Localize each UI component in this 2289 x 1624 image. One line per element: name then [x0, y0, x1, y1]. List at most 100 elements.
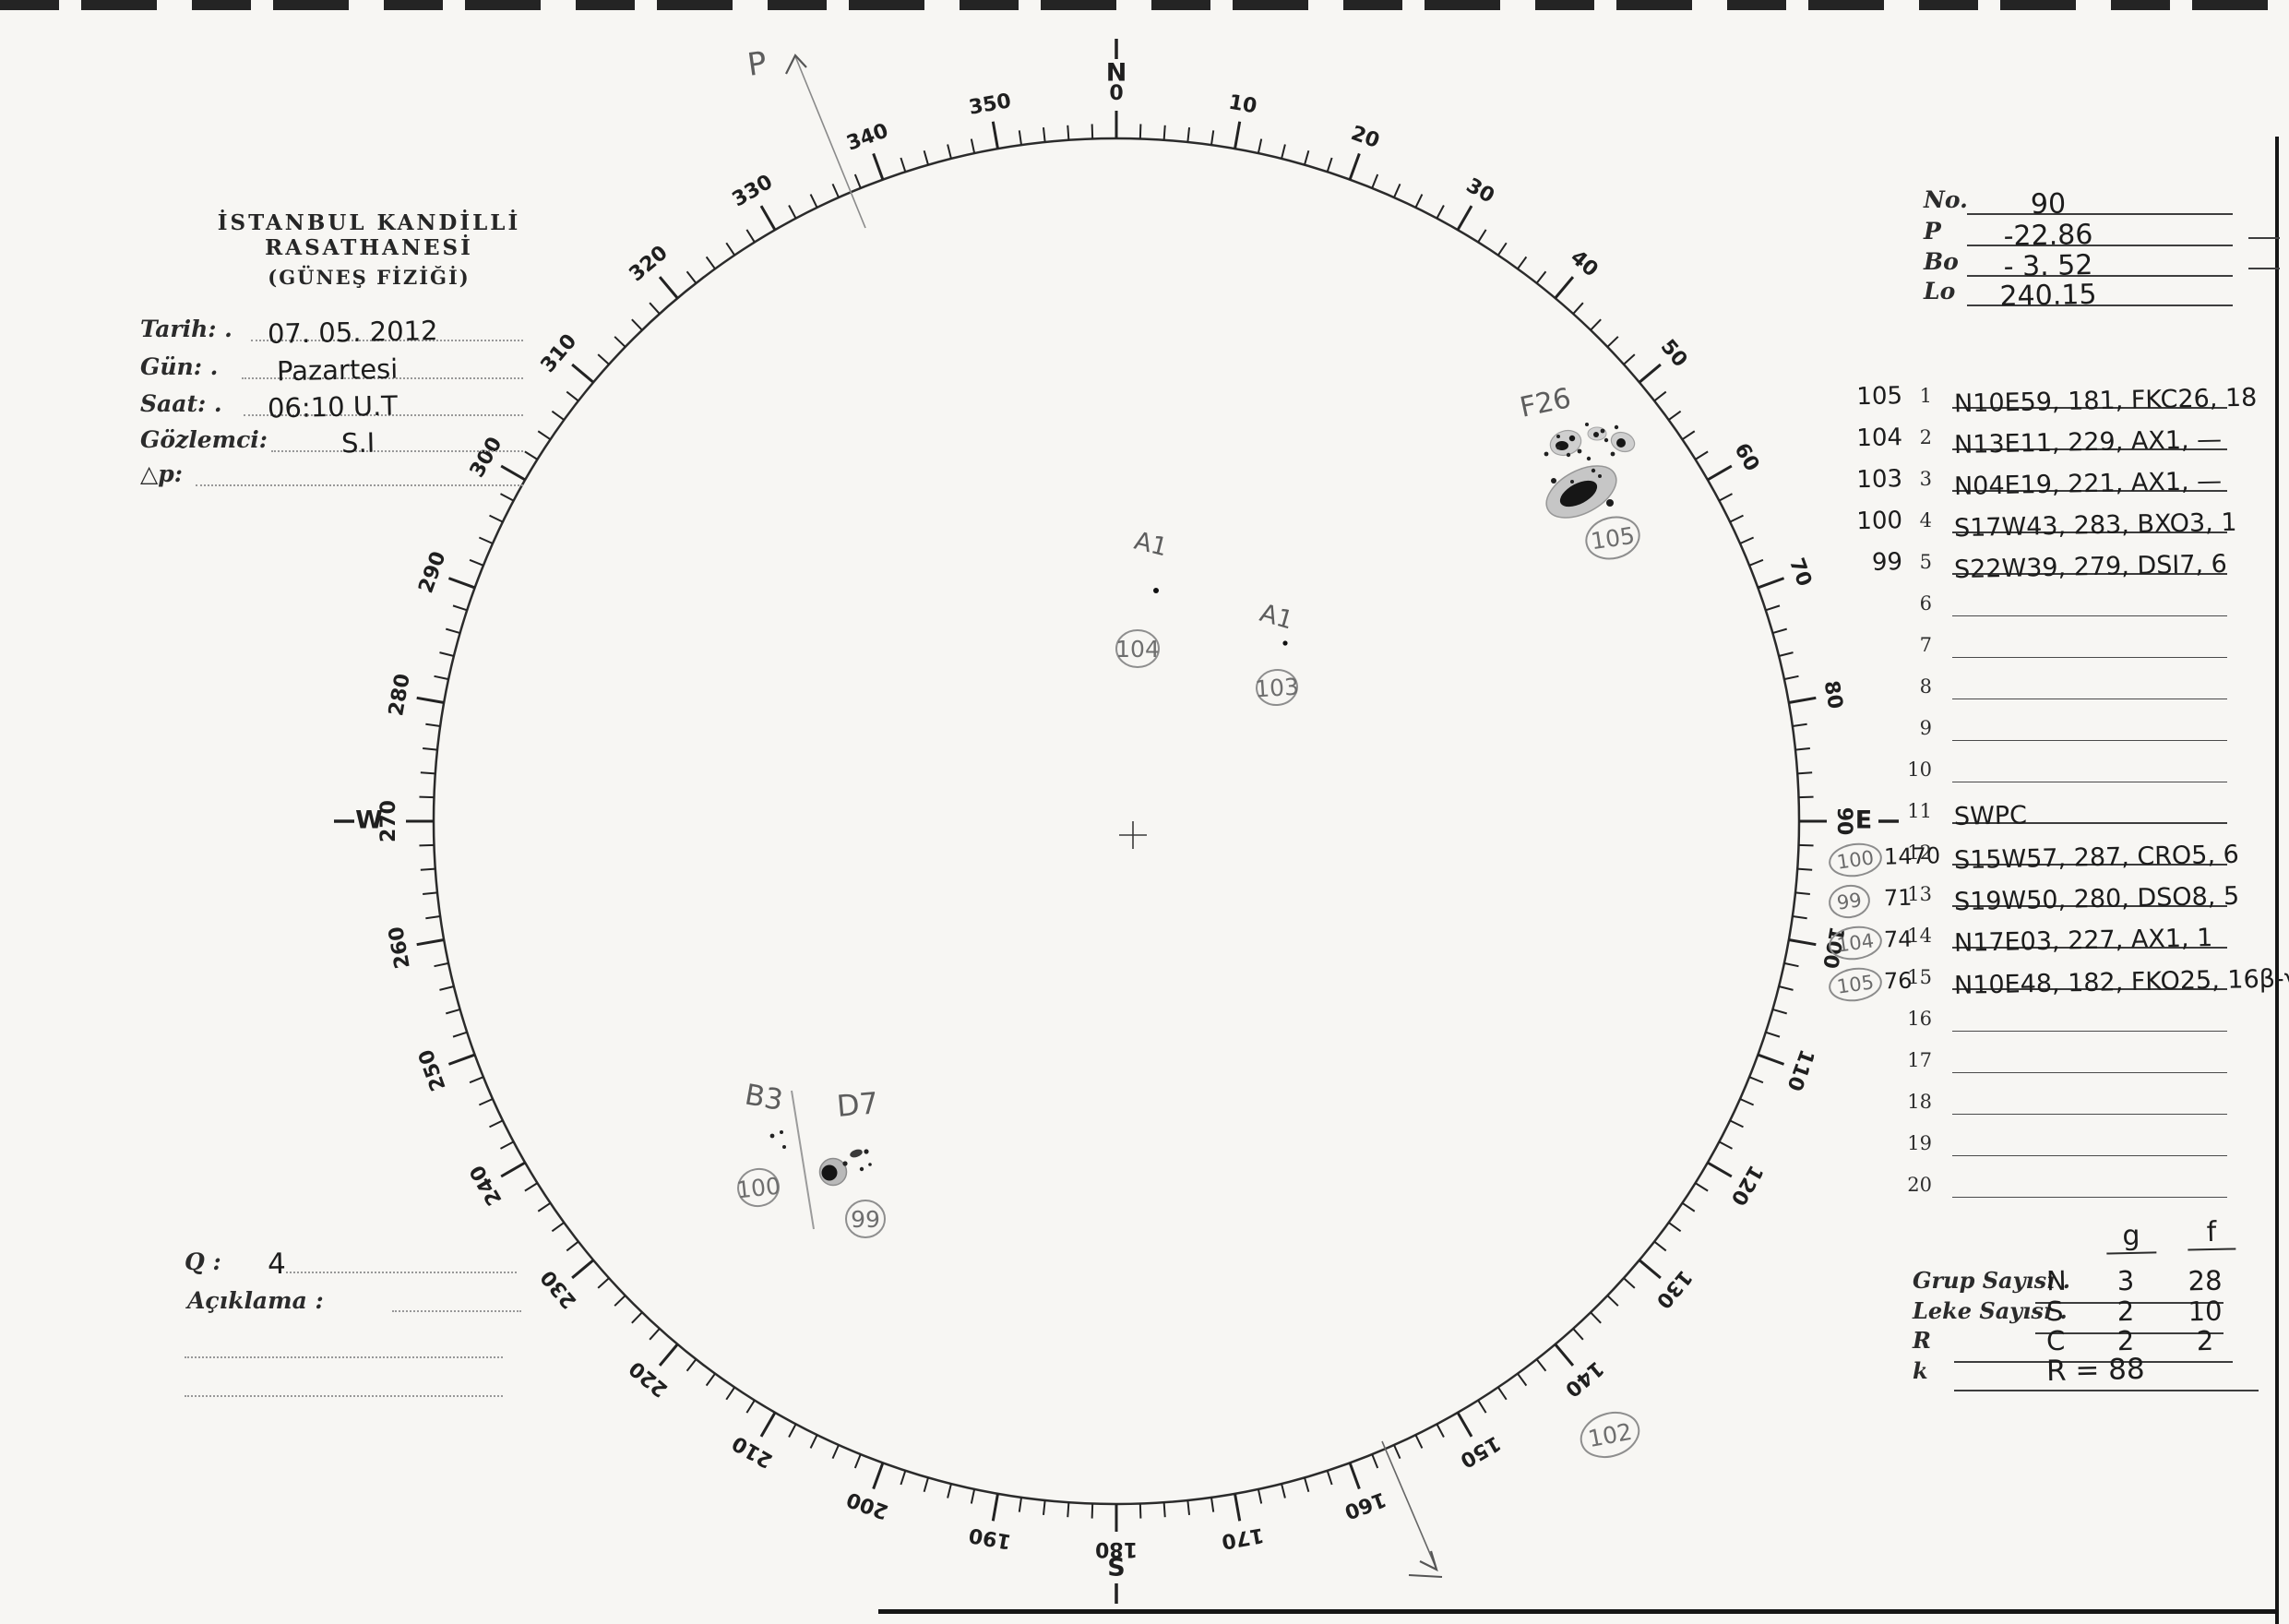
group-table-row: 100 1470 12 S15W57, 287, CRO5, 6: [1826, 830, 2288, 880]
summary-g-value: 2: [2116, 1295, 2135, 1328]
summary-col-header-f: f: [2187, 1215, 2236, 1251]
degree-tick: [1414, 1434, 1424, 1449]
degree-tick: [1729, 514, 1744, 523]
degree-tick: [1257, 1488, 1263, 1504]
degree-tick: [452, 604, 468, 612]
ephemeris-row: P -22.86: [1924, 213, 2283, 253]
row-number: 12: [1907, 842, 1932, 864]
group-number: 103: [1856, 465, 1903, 495]
degree-tick: [631, 318, 643, 331]
degree-label: 310: [537, 330, 582, 377]
degree-tick: [1371, 173, 1379, 189]
degree-tick: [872, 1462, 885, 1490]
degree-label: 330: [729, 171, 777, 212]
group-data-text: N04E19, 221, AX1, —: [1953, 466, 2223, 502]
quality-label: Q :: [185, 1248, 221, 1275]
quality-dotted-line: [286, 1266, 517, 1273]
degree-tick: [1326, 1470, 1333, 1486]
degree-tick: [1638, 363, 1662, 384]
group-table-row: 19: [1827, 1121, 2288, 1158]
ephemeris-underline: [1967, 271, 2233, 306]
degree-tick: [500, 1161, 526, 1178]
degree-tick: [831, 183, 840, 198]
p-angle-label: P: [745, 44, 769, 83]
degree-tick: [788, 205, 797, 220]
summary-f-value: 2: [2196, 1324, 2214, 1357]
row-number: 1: [1919, 385, 1932, 407]
group-number: 99: [1871, 548, 1903, 577]
degree-tick: [425, 722, 441, 728]
degree-tick: [1477, 229, 1487, 243]
notes-line-3: [185, 1390, 503, 1397]
degree-tick: [1042, 127, 1046, 143]
cardinal-S: S: [1107, 1554, 1125, 1582]
group-table-row: 100 4 S17W43, 283, BXO3, 1: [1827, 498, 2288, 543]
axis-arrow: [1381, 1440, 1443, 1578]
field-value: 06:10 U.T: [267, 389, 399, 424]
degree-tick: [1798, 843, 1814, 847]
row-underline: [1952, 707, 2227, 741]
degree-tick: [970, 1488, 976, 1504]
group-table-row: 8: [1827, 664, 2288, 701]
degree-tick: [809, 194, 818, 209]
degree-label: 150: [1456, 1431, 1504, 1473]
degree-tick: [1210, 130, 1215, 146]
degree-label: 250: [414, 1046, 450, 1094]
degree-tick: [1234, 1493, 1242, 1522]
row-number: 8: [1919, 675, 1932, 698]
group-table-row: 105 1 N10E59, 181, FKC26, 18: [1827, 374, 2288, 418]
summary-label: k: [1913, 1357, 1928, 1384]
degree-tick: [1257, 138, 1263, 154]
degree-tick: [447, 1053, 476, 1066]
degree-tick: [1139, 124, 1142, 139]
summary-underline: [1954, 1386, 2259, 1391]
group-type-99: D7: [835, 1085, 879, 1124]
group-number: 104: [1856, 424, 1903, 453]
field-label: Tarih: .: [140, 316, 232, 342]
degree-tick: [416, 938, 445, 947]
degree-tick: [439, 651, 455, 657]
degree-label: 60: [1729, 439, 1763, 475]
row-underline: [1952, 1164, 2227, 1198]
degree-tick: [1606, 336, 1619, 348]
observation-field-row: Gün: . Pazartesi: [140, 347, 528, 387]
ephemeris-label: Lo: [1924, 278, 1956, 304]
degree-tick: [1797, 867, 1813, 871]
field-dotted-line: [244, 405, 523, 416]
summary-col-header-g: g: [2105, 1219, 2157, 1255]
degree-tick: [1067, 1502, 1070, 1518]
degree-tick: [1783, 675, 1799, 681]
field-label: Saat: .: [140, 390, 222, 417]
degree-label: 10: [1227, 91, 1259, 119]
degree-tick: [1765, 604, 1781, 612]
degree-tick: [614, 1295, 626, 1307]
degree-tick: [1456, 205, 1473, 231]
degree-tick: [1572, 302, 1584, 315]
degree-tick: [478, 1098, 494, 1106]
disk-center-cross: [1119, 821, 1147, 849]
row-number: 2: [1919, 426, 1932, 448]
ephemeris-row: No. 90: [1924, 182, 2283, 221]
degree-tick: [1798, 795, 1814, 799]
row-underline: [1952, 582, 2227, 616]
group-type-104: A1: [1131, 527, 1170, 563]
degree-tick: [686, 1358, 697, 1372]
degree-tick: [1695, 450, 1709, 460]
cardinal-W: W: [355, 806, 383, 835]
degree-tick: [524, 450, 538, 460]
row-number: 7: [1919, 634, 1932, 656]
degree-label: 170: [1220, 1522, 1266, 1553]
degree-tick: [809, 1434, 818, 1449]
row-number: 10: [1907, 758, 1932, 781]
group-table-row: 103 3 N04E19, 221, AX1, —: [1827, 457, 2288, 501]
degree-tick: [1638, 1259, 1662, 1280]
degree-tick: [1326, 157, 1333, 173]
ephemeris-extra-dash: [2248, 237, 2280, 239]
degree-label: 190: [967, 1522, 1013, 1553]
sunspot-group-104: [1153, 588, 1159, 593]
degree-tick: [1186, 127, 1191, 143]
degree-tick: [1456, 1412, 1473, 1438]
row-underline: N10E59, 181, FKC26, 18: [1952, 374, 2258, 418]
sunspot-group-100: [769, 1130, 786, 1149]
